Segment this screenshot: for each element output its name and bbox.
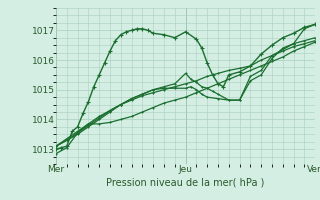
X-axis label: Pression niveau de la mer( hPa ): Pression niveau de la mer( hPa ): [107, 177, 265, 187]
